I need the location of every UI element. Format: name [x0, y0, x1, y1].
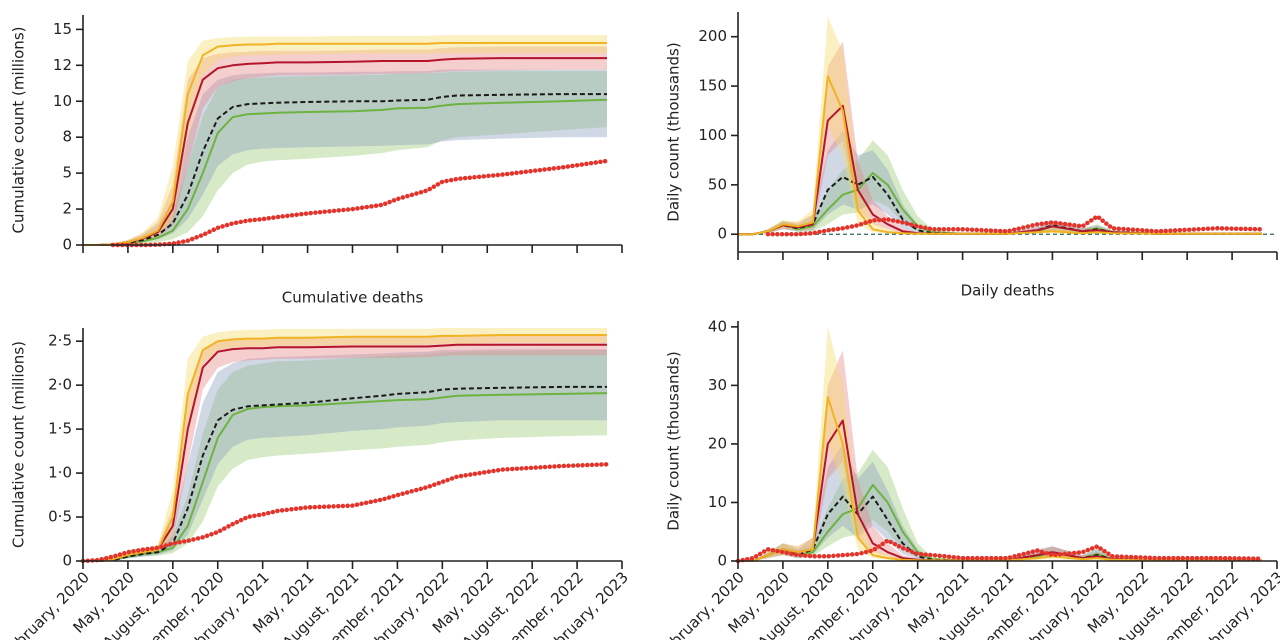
panel: Daily count (thousands) 0 50 100 150 200 [665, 12, 1278, 260]
uncertainty-band [83, 349, 607, 561]
y-tick-label: 0·5 [48, 508, 72, 526]
observed-line [110, 158, 610, 248]
model-line [83, 385, 607, 562]
model-line [83, 42, 607, 246]
observed-line [80, 462, 610, 564]
y-tick-label: 0 [717, 225, 727, 243]
y-tick-label: 2·5 [48, 332, 72, 350]
y-tick-label: 50 [708, 175, 727, 193]
panel: Cumulative deaths Cumulative count (milli… [0, 289, 632, 640]
y-tick-label: 10 [708, 493, 727, 511]
y-tick-label: 5 [62, 164, 72, 182]
y-tick-label: 8 [62, 128, 72, 146]
model-line [738, 396, 1262, 562]
y-tick-label: 200 [698, 27, 727, 45]
y-tick-label: 10 [53, 92, 72, 110]
y-tick-label: 1·0 [48, 464, 72, 482]
y-tick-label: 2·0 [48, 376, 72, 394]
y-tick-label: 40 [708, 317, 727, 335]
uncertainty-band [83, 335, 607, 561]
panel: Daily deaths Daily count (thousands) 0 10 20… [655, 282, 1280, 640]
uncertainty-band [738, 140, 1262, 235]
observed-line [765, 214, 1265, 237]
uncertainty-band [738, 443, 1262, 561]
uncertainty-band [83, 46, 607, 245]
y-tick-label: 2 [62, 200, 72, 218]
y-tick-label: 0 [62, 236, 72, 254]
uncertainty-band [738, 449, 1262, 561]
y-tick-label: 20 [708, 434, 727, 452]
uncertainty-band [83, 71, 607, 245]
panel: Cumulative count (millions) 0 2 5 8 10 12 15 [10, 15, 623, 254]
y-tick-label: 15 [53, 20, 72, 38]
uncertainty-band [83, 69, 607, 245]
uncertainty-band [83, 350, 607, 561]
y-tick-label: 0 [62, 552, 72, 570]
uncertainty-band [738, 350, 1262, 561]
model-line [738, 75, 1262, 236]
uncertainty-band [738, 16, 1262, 235]
model-line [83, 334, 607, 562]
model-line [83, 98, 608, 246]
y-tick-label: 0 [717, 552, 727, 570]
uncertainty-band [738, 41, 1262, 235]
y-axis-label: Cumulative count (millions) [10, 341, 28, 548]
y-tick-label: 12 [53, 56, 72, 74]
panel-title: Daily deaths [961, 282, 1055, 300]
panel-title: Cumulative deaths [282, 289, 424, 307]
observed-line [735, 538, 1265, 564]
y-axis-label: Daily count (thousands) [665, 42, 683, 221]
y-tick-label: 150 [698, 77, 727, 95]
uncertainty-band [738, 130, 1262, 235]
y-axis-label: Cumulative count (millions) [10, 27, 28, 234]
y-tick-label: 1·5 [48, 420, 72, 438]
y-tick-label: 30 [708, 376, 727, 394]
y-axis-label: Daily count (thousands) [665, 351, 683, 530]
y-tick-label: 100 [698, 126, 727, 144]
model-line [83, 93, 607, 246]
